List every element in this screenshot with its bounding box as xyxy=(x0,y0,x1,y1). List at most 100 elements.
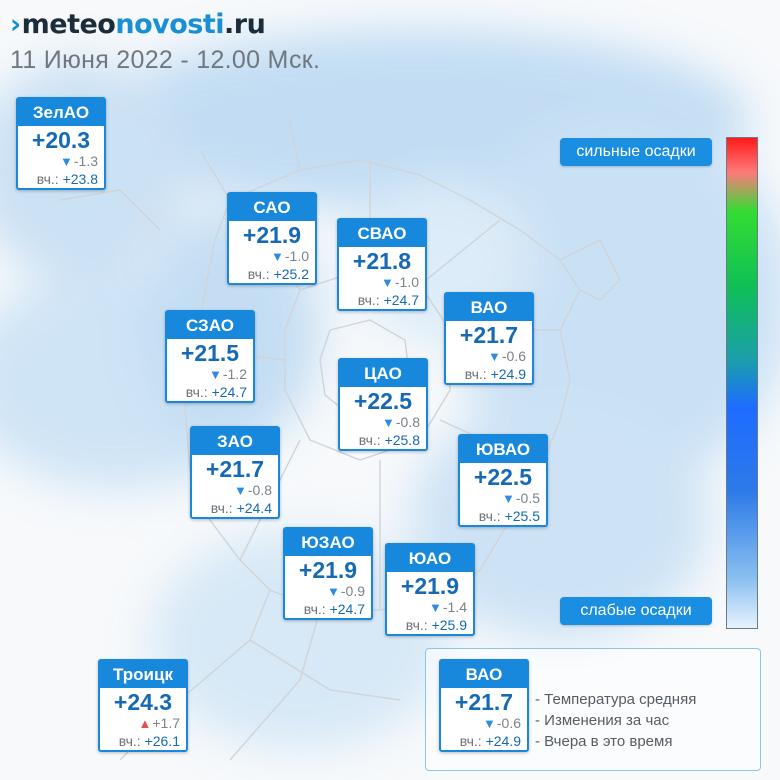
district-name: ВАО xyxy=(441,661,527,688)
down-triangle-icon: ▼ xyxy=(271,249,284,264)
yesterday-label: вч.: xyxy=(36,171,59,187)
district-temperature: +21.7 xyxy=(459,322,519,348)
yesterday-value: +24.9 xyxy=(490,366,526,382)
change-value: -0.8 xyxy=(247,482,272,498)
yesterday-row: вч.: +24.7 xyxy=(339,291,425,309)
down-triangle-icon: ▼ xyxy=(234,483,247,498)
yesterday-value: +25.2 xyxy=(273,266,309,282)
district-name: САО xyxy=(229,194,315,221)
yesterday-row: вч.: +26.1 xyxy=(100,732,186,750)
district-name: СВАО xyxy=(339,220,425,247)
down-triangle-icon: ▼ xyxy=(429,600,442,615)
yesterday-row: вч.: +24.7 xyxy=(285,600,371,618)
yesterday-label: вч.: xyxy=(464,366,487,382)
hourly-change: ▼-1.3 xyxy=(18,153,104,170)
logo-text-meteo: meteo xyxy=(21,9,116,40)
down-triangle-icon: ▼ xyxy=(502,491,515,506)
yesterday-label: вч.: xyxy=(405,617,428,633)
hourly-change: ▼-1.2 xyxy=(167,366,253,383)
district-name: ЮЗАО xyxy=(285,529,371,556)
district-temperature: +22.5 xyxy=(353,388,413,414)
district-temperature: +21.9 xyxy=(242,222,302,248)
hourly-change: ▲+1.7 xyxy=(100,715,186,732)
hourly-change: ▼-0.8 xyxy=(192,482,278,499)
logo-chevron-icon: › xyxy=(10,9,21,40)
hourly-change: ▼-0.9 xyxy=(285,583,371,600)
change-value: -1.4 xyxy=(442,599,467,615)
district-name: ЮВАО xyxy=(460,436,546,463)
yesterday-row: вч.: +24.4 xyxy=(192,499,278,517)
district-card-vao[interactable]: ВАО +21.7 ▼-0.6 вч.: +24.9 xyxy=(444,292,534,385)
change-value: -1.0 xyxy=(284,248,309,264)
hourly-change: ▼-0.6 xyxy=(446,348,532,365)
change-value: +1.7 xyxy=(152,715,180,731)
down-triangle-icon: ▼ xyxy=(60,154,73,169)
change-value: -0.8 xyxy=(395,414,420,430)
district-name: ВАО xyxy=(446,294,532,321)
light-precip-label: слабые осадки xyxy=(560,597,712,625)
district-card-tsao[interactable]: ЦАО +22.5 ▼-0.8 вч.: +25.8 xyxy=(338,358,428,451)
yesterday-row: вч.: +24.9 xyxy=(441,732,527,750)
yesterday-row: вч.: +25.9 xyxy=(387,616,473,634)
heavy-precip-label: сильные осадки xyxy=(560,138,712,166)
legend-line-yesterday: - Вчера в это время xyxy=(535,733,673,750)
yesterday-value: +24.7 xyxy=(383,292,419,308)
district-temperature: +21.9 xyxy=(298,557,358,583)
hourly-change: ▼-0.8 xyxy=(340,414,426,431)
yesterday-value: +24.7 xyxy=(329,601,365,617)
down-triangle-icon: ▼ xyxy=(209,367,222,382)
district-name: ЗАО xyxy=(192,428,278,455)
down-triangle-icon: ▼ xyxy=(382,415,395,430)
down-triangle-icon: ▼ xyxy=(483,716,496,731)
down-triangle-icon: ▼ xyxy=(327,584,340,599)
yesterday-label: вч.: xyxy=(459,733,482,749)
district-card-sao[interactable]: САО +21.9 ▼-1.0 вч.: +25.2 xyxy=(227,192,317,285)
precipitation-color-scale xyxy=(726,137,758,629)
change-value: -1.3 xyxy=(73,153,98,169)
district-card-yuao[interactable]: ЮАО +21.9 ▼-1.4 вч.: +25.9 xyxy=(385,543,475,636)
district-temperature: +21.9 xyxy=(400,573,460,599)
hourly-change: ▼-1.0 xyxy=(339,274,425,291)
legend-sample-card: ВАО +21.7 ▼-0.6 вч.: +24.9 xyxy=(439,659,529,752)
district-name: Троицк xyxy=(100,661,186,688)
yesterday-row: вч.: +24.9 xyxy=(446,365,532,383)
yesterday-value: +25.8 xyxy=(384,432,420,448)
page-header: ›meteonovosti.ru 11 Июня 2022 - 12.00 Мс… xyxy=(10,8,320,75)
district-card-yuvao[interactable]: ЮВАО +22.5 ▼-0.5 вч.: +25.5 xyxy=(458,434,548,527)
yesterday-label: вч.: xyxy=(358,432,381,448)
site-logo[interactable]: ›meteonovosti.ru xyxy=(10,8,320,42)
change-value: -0.5 xyxy=(515,490,540,506)
district-card-zelao[interactable]: ЗелАО +20.3 ▼-1.3 вч.: +23.8 xyxy=(16,97,106,190)
hourly-change: ▼-1.0 xyxy=(229,248,315,265)
legend-line-hourly-change: - Изменения за час xyxy=(535,712,670,729)
up-triangle-icon: ▲ xyxy=(138,716,152,731)
yesterday-value: +24.9 xyxy=(485,733,521,749)
district-card-svao[interactable]: СВАО +21.8 ▼-1.0 вч.: +24.7 xyxy=(337,218,427,311)
change-value: -0.9 xyxy=(340,583,365,599)
yesterday-label: вч.: xyxy=(185,384,208,400)
yesterday-label: вч.: xyxy=(247,266,270,282)
logo-text-domain: .ru xyxy=(224,9,266,40)
district-temperature: +22.5 xyxy=(473,464,533,490)
yesterday-row: вч.: +25.5 xyxy=(460,507,546,525)
yesterday-value: +24.7 xyxy=(211,384,247,400)
district-temperature: +21.7 xyxy=(454,689,514,715)
district-card-szao[interactable]: СЗАО +21.5 ▼-1.2 вч.: +24.7 xyxy=(165,310,255,403)
district-card-troitsk[interactable]: Троицк +24.3 ▲+1.7 вч.: +26.1 xyxy=(98,659,188,752)
district-card-zao[interactable]: ЗАО +21.7 ▼-0.8 вч.: +24.4 xyxy=(190,426,280,519)
yesterday-label: вч.: xyxy=(478,508,501,524)
district-card-yuzao[interactable]: ЮЗАО +21.9 ▼-0.9 вч.: +24.7 xyxy=(283,527,373,620)
district-name: ЦАО xyxy=(340,360,426,387)
yesterday-value: +25.5 xyxy=(504,508,540,524)
down-triangle-icon: ▼ xyxy=(488,349,501,364)
change-value: -0.6 xyxy=(501,348,526,364)
hourly-change: ▼-1.4 xyxy=(387,599,473,616)
yesterday-label: вч.: xyxy=(303,601,326,617)
yesterday-label: вч.: xyxy=(210,500,233,516)
hourly-change: ▼-0.6 xyxy=(441,715,527,732)
district-temperature: +21.5 xyxy=(180,340,240,366)
district-temperature: +24.3 xyxy=(113,689,173,715)
yesterday-row: вч.: +24.7 xyxy=(167,383,253,401)
yesterday-value: +26.1 xyxy=(144,733,180,749)
yesterday-value: +25.9 xyxy=(431,617,467,633)
